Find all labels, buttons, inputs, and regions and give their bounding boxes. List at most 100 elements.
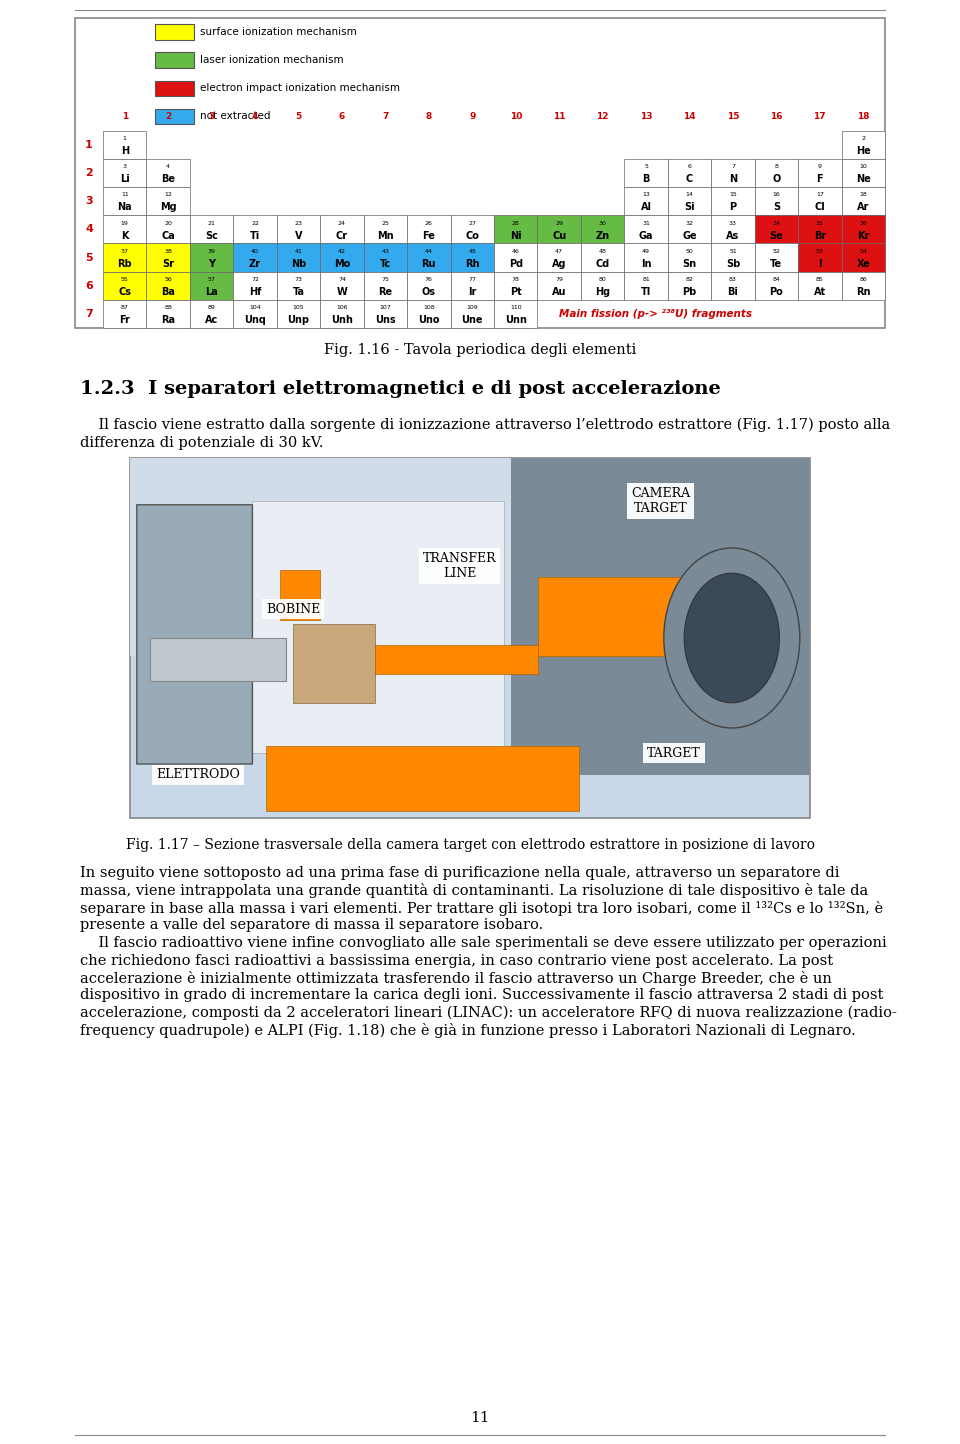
Text: Rb: Rb xyxy=(117,258,132,269)
Text: Une: Une xyxy=(462,315,483,325)
Text: 14: 14 xyxy=(684,113,696,121)
Bar xyxy=(624,271,668,300)
Bar xyxy=(233,271,276,300)
Text: 7: 7 xyxy=(731,165,735,169)
Text: Tc: Tc xyxy=(380,258,391,269)
Text: 11: 11 xyxy=(553,113,565,121)
Bar xyxy=(233,244,276,271)
Text: 78: 78 xyxy=(512,277,519,282)
Bar xyxy=(190,215,233,244)
Bar xyxy=(147,188,190,215)
Text: 26: 26 xyxy=(425,221,433,225)
Text: 52: 52 xyxy=(773,248,780,254)
Text: 51: 51 xyxy=(729,248,737,254)
Text: Tl: Tl xyxy=(641,287,651,297)
Text: Hg: Hg xyxy=(595,287,611,297)
Text: 12: 12 xyxy=(164,192,172,198)
Text: 34: 34 xyxy=(773,221,780,225)
Text: 14: 14 xyxy=(685,192,693,198)
Text: Co: Co xyxy=(466,231,479,241)
Bar xyxy=(711,159,755,188)
Text: S: S xyxy=(773,202,780,212)
Text: differenza di potenziale di 30 kV.: differenza di potenziale di 30 kV. xyxy=(80,436,324,451)
Bar xyxy=(407,215,450,244)
Bar xyxy=(711,215,755,244)
Text: not extracted: not extracted xyxy=(201,111,271,121)
Text: Unq: Unq xyxy=(244,315,266,325)
Text: Ne: Ne xyxy=(856,175,871,185)
Text: Kr: Kr xyxy=(857,231,870,241)
Text: 15: 15 xyxy=(729,192,737,198)
Bar xyxy=(842,131,885,159)
Bar xyxy=(755,244,798,271)
Text: Fig. 1.17 – Sezione trasversale della camera target con elettrodo estrattore in : Fig. 1.17 – Sezione trasversale della ca… xyxy=(126,838,814,852)
Text: 3: 3 xyxy=(123,165,127,169)
Text: 22: 22 xyxy=(252,221,259,225)
Text: 13: 13 xyxy=(639,113,652,121)
Text: Al: Al xyxy=(640,202,652,212)
Text: BOBINE: BOBINE xyxy=(266,602,321,615)
Bar xyxy=(266,747,579,810)
Bar xyxy=(130,458,810,817)
Text: 32: 32 xyxy=(685,221,693,225)
Text: 107: 107 xyxy=(379,305,392,310)
Text: 29: 29 xyxy=(555,221,564,225)
Text: 36: 36 xyxy=(859,221,867,225)
Bar xyxy=(321,244,364,271)
Text: separare in base alla massa i vari elementi. Per trattare gli isotopi tra loro i: separare in base alla massa i vari eleme… xyxy=(80,901,883,915)
Bar xyxy=(711,271,755,300)
Text: Sb: Sb xyxy=(726,258,740,269)
Bar xyxy=(581,271,624,300)
Text: 57: 57 xyxy=(207,277,216,282)
Text: 86: 86 xyxy=(859,277,867,282)
Text: Ru: Ru xyxy=(421,258,436,269)
Bar xyxy=(494,215,538,244)
Bar xyxy=(842,159,885,188)
Text: che richiedono fasci radioattivi a bassissima energia, in caso contrario viene p: che richiedono fasci radioattivi a bassi… xyxy=(80,953,833,967)
Text: 106: 106 xyxy=(336,305,348,310)
Text: In seguito viene sottoposto ad una prima fase di purificazione nella quale, attr: In seguito viene sottoposto ad una prima… xyxy=(80,866,839,879)
Text: Ca: Ca xyxy=(161,231,175,241)
Bar xyxy=(364,244,407,271)
Text: 41: 41 xyxy=(295,248,302,254)
Text: 9: 9 xyxy=(469,113,475,121)
Bar xyxy=(147,215,190,244)
Text: ELETTRODO: ELETTRODO xyxy=(156,768,240,781)
Text: Br: Br xyxy=(814,231,826,241)
Text: W: W xyxy=(337,287,348,297)
Text: Ar: Ar xyxy=(857,202,870,212)
Text: 18: 18 xyxy=(857,113,870,121)
Text: I: I xyxy=(818,258,822,269)
Text: Ti: Ti xyxy=(250,231,260,241)
Bar xyxy=(842,215,885,244)
Text: N: N xyxy=(729,175,737,185)
Text: 5: 5 xyxy=(85,253,93,263)
Text: Zn: Zn xyxy=(595,231,610,241)
Bar xyxy=(450,271,494,300)
Bar xyxy=(364,300,407,328)
Text: Ac: Ac xyxy=(205,315,218,325)
Bar xyxy=(103,188,147,215)
Text: 82: 82 xyxy=(685,277,693,282)
Text: 38: 38 xyxy=(164,248,172,254)
Bar xyxy=(374,645,538,674)
Text: frequency quadrupole) e ALPI (Fig. 1.18) che è già in funzione presso i Laborato: frequency quadrupole) e ALPI (Fig. 1.18)… xyxy=(80,1024,855,1038)
Bar xyxy=(103,300,147,328)
Ellipse shape xyxy=(684,573,780,703)
Bar xyxy=(668,159,711,188)
Text: B: B xyxy=(642,175,650,185)
Text: 2: 2 xyxy=(861,136,865,142)
Text: 87: 87 xyxy=(121,305,129,310)
Text: Y: Y xyxy=(208,258,215,269)
Text: Rn: Rn xyxy=(856,287,871,297)
Text: 44: 44 xyxy=(425,248,433,254)
Text: Pb: Pb xyxy=(683,287,697,297)
Text: Se: Se xyxy=(770,231,783,241)
Bar xyxy=(276,215,321,244)
Text: 47: 47 xyxy=(555,248,564,254)
Bar xyxy=(581,215,624,244)
Text: 5: 5 xyxy=(296,113,301,121)
Bar xyxy=(711,188,755,215)
Bar xyxy=(156,52,194,68)
Bar xyxy=(75,17,885,328)
